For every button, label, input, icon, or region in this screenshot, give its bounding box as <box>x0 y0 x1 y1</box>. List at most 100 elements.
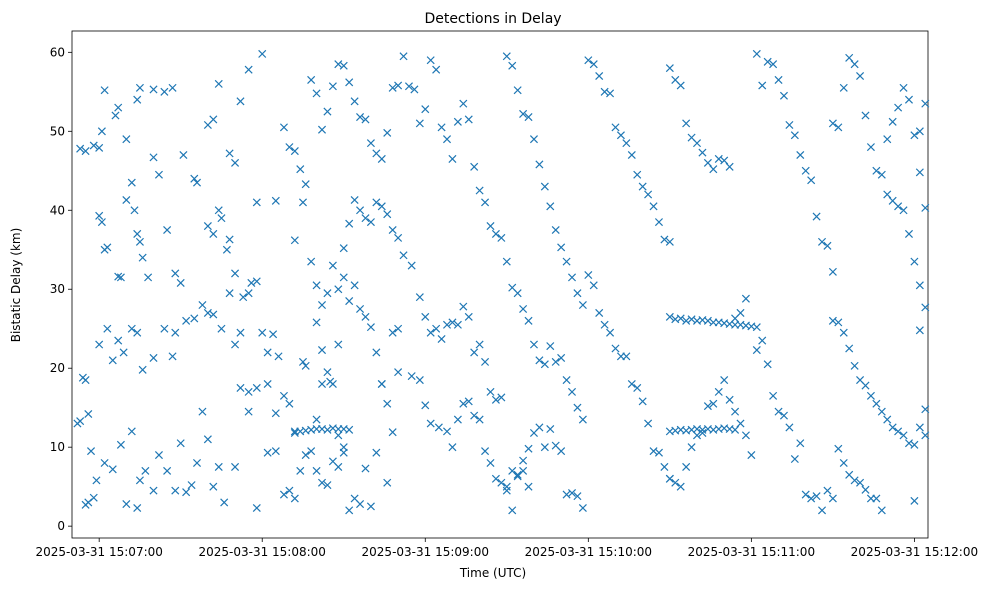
data-point <box>464 312 473 321</box>
data-point <box>203 435 212 444</box>
data-point <box>285 143 294 152</box>
data-point <box>502 482 511 491</box>
data-point <box>239 293 248 302</box>
data-point <box>595 71 604 81</box>
data-point <box>399 251 408 260</box>
data-point <box>752 346 761 355</box>
data-point <box>915 326 924 335</box>
data-point <box>676 314 685 323</box>
data-point <box>644 190 653 199</box>
data-point <box>828 316 837 325</box>
data-point <box>649 447 658 456</box>
data-point <box>524 316 533 325</box>
data-point <box>135 476 144 485</box>
data-point <box>524 482 533 491</box>
data-point <box>497 478 506 487</box>
data-point <box>328 82 337 91</box>
data-point <box>163 466 172 475</box>
data-point <box>133 229 142 238</box>
data-point <box>312 89 321 98</box>
data-point <box>866 391 875 400</box>
data-point <box>769 391 778 400</box>
data-markers <box>73 49 930 515</box>
data-point <box>168 83 177 92</box>
data-point <box>736 308 745 317</box>
data-point <box>584 270 593 280</box>
data-point <box>214 79 223 88</box>
data-point <box>334 285 343 294</box>
data-point <box>95 340 104 349</box>
data-point <box>377 202 386 211</box>
data-point <box>285 486 294 495</box>
data-point <box>682 462 691 471</box>
data-point <box>676 482 685 491</box>
data-point <box>410 85 419 94</box>
data-point <box>850 361 859 370</box>
data-point <box>921 431 930 440</box>
data-point <box>350 281 359 290</box>
y-tick-label: 10 <box>50 440 65 454</box>
data-point <box>138 253 147 262</box>
data-point <box>426 56 435 65</box>
data-point <box>741 431 750 440</box>
data-point <box>437 334 446 344</box>
data-point <box>557 353 566 362</box>
data-point <box>894 103 903 112</box>
data-point <box>426 328 435 337</box>
data-point <box>111 111 120 120</box>
data-point <box>95 211 104 220</box>
data-point <box>231 340 240 349</box>
data-point <box>89 493 98 502</box>
data-point <box>486 458 495 468</box>
data-point <box>345 425 354 434</box>
data-point <box>312 318 321 327</box>
data-point <box>872 494 881 503</box>
data-point <box>502 486 511 495</box>
data-point <box>540 182 549 191</box>
data-point <box>244 387 253 396</box>
data-point <box>187 481 196 490</box>
data-point <box>231 158 240 167</box>
data-point <box>627 150 636 160</box>
data-point <box>130 206 139 215</box>
data-point <box>529 135 538 144</box>
data-point <box>144 273 153 282</box>
data-point <box>383 128 392 137</box>
data-point <box>611 344 620 353</box>
data-point <box>709 165 718 174</box>
data-point <box>317 301 327 310</box>
data-point <box>252 277 261 286</box>
data-point <box>839 328 848 337</box>
data-point <box>703 402 712 411</box>
data-point <box>703 158 712 167</box>
data-point <box>114 336 123 345</box>
data-point <box>122 500 131 509</box>
y-tick-label: 30 <box>50 282 65 296</box>
data-point <box>915 281 924 290</box>
data-point <box>546 342 555 351</box>
data-point <box>290 494 299 503</box>
data-point <box>198 407 207 416</box>
data-point <box>244 407 253 416</box>
data-point <box>856 71 865 81</box>
data-point <box>785 423 794 432</box>
data-point <box>915 168 924 177</box>
data-point <box>649 202 658 211</box>
y-tick-label: 50 <box>50 124 65 138</box>
data-point <box>258 49 267 58</box>
data-point <box>350 97 359 106</box>
data-point <box>834 123 843 132</box>
data-point <box>394 233 403 242</box>
data-point <box>271 447 280 456</box>
data-point <box>567 488 577 498</box>
data-point <box>877 170 886 179</box>
x-tick-label: 2025-03-31 15:08:00 <box>198 545 325 559</box>
data-point <box>301 361 310 370</box>
data-point <box>290 147 299 156</box>
data-point <box>252 503 261 513</box>
data-point <box>540 360 549 369</box>
data-point <box>263 448 272 457</box>
data-point <box>307 75 316 84</box>
data-point <box>176 278 185 287</box>
data-point <box>513 470 522 479</box>
